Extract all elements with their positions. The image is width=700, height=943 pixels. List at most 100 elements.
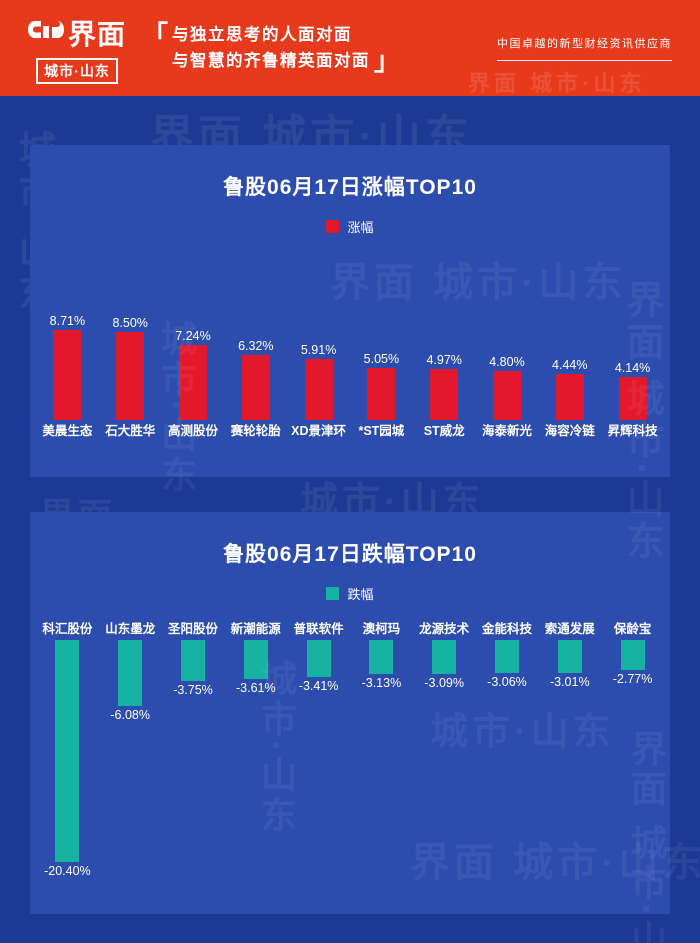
gain-legend-swatch-icon	[326, 219, 340, 233]
bar-column: 普联软件 -3.41%	[287, 618, 350, 695]
losers-legend: 跌幅	[30, 584, 670, 602]
bar-category-label: 澳柯玛	[362, 622, 401, 636]
bar-value-label: 4.80%	[489, 355, 525, 369]
bar-category-label: 昇辉科技	[607, 424, 658, 438]
bar-column: 4.97% ST威龙	[413, 287, 476, 442]
bar-category-label: 索通发展	[544, 622, 595, 636]
bar-category-label: 高测股份	[167, 424, 218, 438]
bar-value-label: 7.24%	[175, 329, 211, 343]
gainer-bar	[430, 369, 459, 420]
bar-value-label: 4.14%	[614, 361, 651, 375]
losers-title: 鲁股06月17日跌幅TOP10	[223, 543, 477, 566]
bar-column: 山东墨龙 -6.08%	[99, 618, 162, 724]
bar-category-label: 保龄宝	[613, 622, 652, 636]
bar-category-label: 美晨生态	[42, 424, 93, 438]
bar-category-label: 科汇股份	[42, 622, 93, 636]
loser-bar	[306, 640, 331, 677]
loser-bar	[118, 640, 143, 706]
bar-column: 5.05% *ST园城	[350, 287, 413, 442]
bar-column: 6.32% 赛轮轮胎	[224, 287, 287, 442]
quote-line-2: 与智慧的齐鲁精英面对面	[172, 52, 371, 70]
header: 界面 城市·山东 「 与独立思考的人面对面 与智慧的齐鲁精英面对面 」 中国卓越…	[0, 0, 700, 96]
bar-column: 4.44% 海容冷链	[538, 287, 601, 442]
gainers-panel: 鲁股06月17日涨幅TOP10 涨幅 8.71% 美晨生态 8.50% 石大胜华 7.2…	[30, 145, 670, 477]
bar-category-label: 新潮能源	[230, 622, 281, 636]
header-tagline: 中国卓越的新型财经资讯供应商	[497, 35, 672, 61]
loser-bar	[369, 640, 394, 674]
gainer-bar	[618, 377, 647, 420]
bar-column: 5.91% XD景津环	[287, 287, 350, 442]
bar-column: 金能科技 -3.06%	[476, 618, 539, 691]
gain-legend-label: 涨幅	[347, 219, 374, 235]
bar-value-label: -3.41%	[298, 679, 339, 693]
loss-legend-label: 跌幅	[347, 586, 374, 602]
bar-column: 4.80% 海泰新光	[476, 287, 539, 442]
gainer-bar	[492, 371, 521, 420]
gainers-title: 鲁股06月17日涨幅TOP10	[223, 176, 477, 199]
quote-lines: 与独立思考的人面对面 与智慧的齐鲁精英面对面	[172, 22, 370, 75]
bar-value-label: -3.06%	[487, 675, 527, 689]
loser-bar	[620, 640, 645, 670]
bar-value-label: -20.40%	[44, 864, 91, 878]
bar-column: 科汇股份 -20.40%	[36, 618, 99, 880]
gainer-bar	[304, 359, 333, 420]
losers-chart: 科汇股份 -20.40% 山东墨龙 -6.08% 圣阳股份 -3.75% 新潮能源 -3.61…	[30, 618, 670, 880]
bar-column: 4.14% 昇辉科技	[601, 287, 664, 442]
bar-category-label: 圣阳股份	[167, 622, 218, 636]
brand-subtitle: 城市·山东	[36, 57, 118, 84]
loser-bar	[180, 640, 205, 681]
bar-column: 保龄宝 -2.77%	[601, 618, 664, 688]
bar-value-label: 8.71%	[49, 314, 86, 328]
bar-category-label: 龙源技术	[419, 622, 470, 636]
bar-category-label: 普联软件	[293, 622, 344, 636]
loser-bar	[494, 640, 519, 673]
bar-column: 圣阳股份 -3.75%	[162, 618, 225, 699]
bar-category-label: *ST园城	[358, 424, 405, 438]
bar-value-label: 6.32%	[238, 339, 274, 353]
header-quote: 「 与独立思考的人面对面 与智慧的齐鲁精英面对面 」	[142, 22, 400, 75]
bar-value-label: 5.05%	[363, 352, 400, 366]
bar-value-label: 5.91%	[300, 343, 337, 357]
bar-category-label: 山东墨龙	[105, 622, 156, 636]
quote-open-bracket: 「	[142, 19, 169, 50]
bar-category-label: ST威龙	[423, 424, 465, 438]
gainer-bar	[178, 345, 207, 420]
gainer-bar	[367, 368, 396, 420]
bar-value-label: -3.61%	[235, 681, 276, 695]
gainer-bar	[116, 332, 145, 420]
bar-value-label: -2.77%	[612, 672, 653, 686]
loser-bar	[432, 640, 457, 674]
gainer-bar	[555, 374, 584, 420]
bar-column: 8.50% 石大胜华	[99, 287, 162, 442]
gainers-legend: 涨幅	[30, 217, 670, 235]
bar-value-label: -3.09%	[424, 676, 464, 690]
jiemian-logo-icon	[28, 20, 64, 46]
bar-column: 龙源技术 -3.09%	[413, 618, 476, 692]
quote-close-bracket: 」	[374, 46, 401, 77]
bar-category-label: 石大胜华	[105, 424, 156, 438]
bar-column: 7.24% 高测股份	[162, 287, 225, 442]
brand-block: 界面 城市·山东	[28, 13, 126, 84]
quote-line-1: 与独立思考的人面对面	[172, 25, 353, 44]
brand-row: 界面	[28, 13, 126, 53]
gainer-bar	[241, 355, 270, 420]
bar-value-label: -6.08%	[110, 708, 150, 722]
loss-legend-swatch-icon	[326, 586, 340, 600]
bar-column: 8.71% 美晨生态	[36, 287, 99, 442]
bar-value-label: 4.97%	[426, 353, 462, 367]
gainer-bar	[53, 330, 82, 420]
bar-value-label: -3.75%	[173, 683, 213, 697]
bar-value-label: -3.13%	[361, 676, 402, 690]
bar-category-label: 赛轮轮胎	[230, 424, 281, 438]
loser-bar	[55, 640, 80, 862]
gainers-chart: 8.71% 美晨生态 8.50% 石大胜华 7.24% 高测股份 6.32% 赛轮轮胎 5.91…	[30, 287, 670, 442]
bar-value-label: 4.44%	[552, 358, 588, 372]
bar-category-label: 海容冷链	[544, 424, 595, 438]
bar-category-label: 金能科技	[481, 622, 532, 636]
bar-column: 新潮能源 -3.61%	[224, 618, 287, 697]
bar-value-label: 8.50%	[112, 316, 148, 330]
bar-column: 索通发展 -3.01%	[538, 618, 601, 691]
brand-name: 界面	[68, 18, 127, 50]
loser-bar	[557, 640, 582, 673]
